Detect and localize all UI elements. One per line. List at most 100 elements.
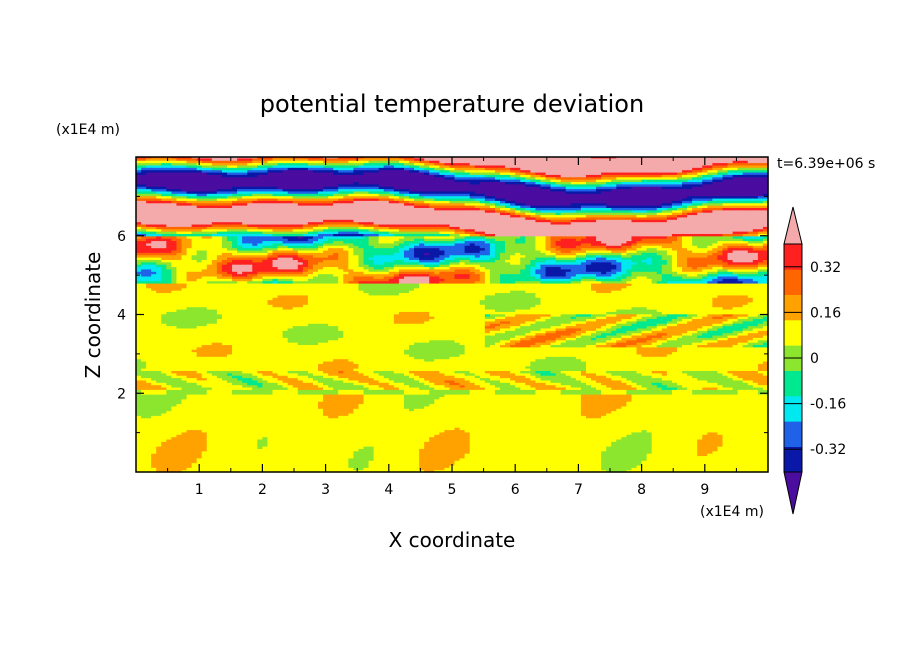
contour-cell	[206, 358, 213, 362]
contour-cell	[141, 252, 147, 256]
contour-cell	[161, 403, 167, 407]
contour-cell	[221, 349, 228, 353]
contour-cell	[136, 287, 142, 291]
contour-cell	[141, 372, 147, 376]
contour-cell	[136, 164, 142, 168]
contour-cell	[211, 167, 218, 171]
contour-cell	[176, 290, 183, 294]
contour-cell	[181, 349, 188, 353]
contour-cell	[141, 318, 147, 322]
contour-cell	[151, 457, 157, 461]
contour-cell	[221, 306, 228, 310]
contour-cell	[227, 271, 233, 275]
contour-cell	[191, 231, 198, 234]
contour-cell	[161, 247, 167, 251]
contour-cell	[171, 162, 178, 166]
contour-cell	[176, 320, 183, 324]
contour-cell	[146, 207, 152, 211]
contour-cell	[136, 412, 142, 416]
contour-cell	[136, 297, 142, 301]
contour-cell	[201, 174, 208, 178]
contour-cell	[136, 271, 142, 275]
contour-cell	[171, 306, 178, 310]
contour-cell	[211, 186, 218, 190]
contour-cell	[206, 436, 213, 440]
contour-cell	[141, 349, 147, 353]
contour-cell	[191, 351, 198, 355]
contour-cell	[196, 254, 203, 258]
contour-cell	[176, 212, 183, 216]
contour-cell	[216, 358, 223, 362]
contour-cell	[146, 384, 152, 388]
contour-cell	[166, 162, 172, 166]
contour-cell	[181, 396, 188, 400]
contour-cell	[206, 283, 213, 286]
contour-cell	[171, 455, 178, 459]
contour-cell	[146, 450, 152, 454]
contour-cell	[186, 398, 193, 402]
contour-cell	[166, 252, 172, 256]
contour-cell	[151, 443, 157, 447]
contour-cell	[196, 441, 203, 445]
contour-cell	[232, 384, 238, 388]
contour-cell	[176, 446, 183, 449]
contour-cell	[151, 266, 157, 270]
contour-cell	[151, 174, 157, 178]
contour-cell	[146, 261, 152, 265]
contour-cell	[216, 186, 223, 190]
contour-cell	[201, 202, 208, 206]
contour-cell	[141, 363, 147, 367]
contour-cell	[232, 311, 238, 315]
contour-cell	[216, 216, 223, 220]
contour-cell	[191, 339, 198, 343]
contour-cell	[186, 257, 193, 260]
contour-cell	[151, 353, 157, 357]
contour-cell	[146, 398, 152, 402]
contour-cell	[196, 342, 203, 346]
contour-cell	[161, 297, 167, 301]
contour-cell	[156, 405, 162, 409]
contour-cell	[161, 304, 167, 308]
contour-cell	[201, 283, 208, 286]
contour-cell	[206, 245, 213, 249]
contour-cell	[161, 334, 167, 338]
contour-cell	[186, 337, 193, 341]
contour-cell	[181, 266, 188, 270]
contour-cell	[221, 368, 228, 372]
contour-cell	[232, 294, 238, 298]
contour-cell	[196, 306, 203, 310]
contour-cell	[161, 308, 167, 312]
contour-cell	[191, 337, 198, 341]
contour-cell	[146, 446, 152, 449]
contour-cell	[181, 405, 188, 409]
contour-cell	[166, 257, 172, 260]
contour-cell	[186, 209, 193, 213]
contour-cell	[232, 427, 238, 431]
contour-cell	[186, 313, 193, 317]
contour-cell	[171, 327, 178, 331]
contour-cell	[227, 160, 233, 164]
contour-cell	[181, 398, 188, 402]
contour-cell	[211, 299, 218, 303]
contour-cell	[156, 424, 162, 428]
contour-cell	[171, 453, 178, 457]
contour-cell	[186, 273, 193, 277]
contour-cell	[171, 223, 178, 227]
contour-cell	[141, 313, 147, 317]
contour-cell	[171, 405, 178, 409]
contour-cell	[221, 450, 228, 454]
contour-cell	[221, 455, 228, 459]
contour-cell	[221, 382, 228, 386]
contour-cell	[181, 386, 188, 390]
contour-cell	[191, 410, 198, 414]
contour-cell	[146, 417, 152, 421]
contour-cell	[186, 368, 193, 372]
contour-cell	[136, 337, 142, 341]
contour-cell	[166, 365, 172, 369]
contour-cell	[191, 436, 198, 440]
contour-cell	[201, 386, 208, 390]
contour-cell	[161, 278, 167, 282]
contour-cell	[227, 268, 233, 272]
contour-cell	[211, 212, 218, 216]
contour-cell	[151, 252, 157, 256]
